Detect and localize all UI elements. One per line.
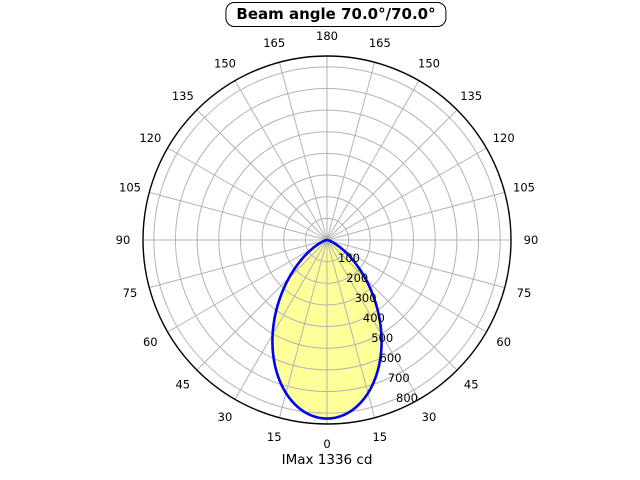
angle-tick-label: 105	[119, 180, 141, 194]
grid-spoke	[326, 239, 458, 371]
angle-tick-label: 90	[524, 233, 539, 247]
grid-spoke	[326, 80, 420, 241]
grid-spoke	[149, 191, 328, 241]
angle-tick-label: 60	[143, 335, 158, 349]
angle-tick-label: 135	[172, 89, 194, 103]
angle-tick-label: 60	[496, 335, 511, 349]
grid-spoke	[326, 109, 458, 241]
angle-tick-label: 75	[517, 286, 532, 300]
grid-spoke	[326, 239, 487, 333]
grid-spoke	[167, 239, 328, 333]
polar-grid	[143, 56, 511, 424]
angle-tick-label: 45	[175, 377, 190, 391]
angle-tick-label: 45	[464, 377, 479, 391]
grid-spoke	[196, 109, 328, 241]
angle-tick-label: 30	[422, 410, 437, 424]
radial-tick-label: 600	[380, 351, 402, 365]
grid-spoke	[149, 239, 328, 289]
grid-spoke	[326, 191, 505, 241]
angle-tick-label: 120	[139, 131, 161, 145]
radial-tick-label: 700	[388, 371, 410, 385]
angle-tick-labels: 0 15 15 30 30 45 45 60 60 75 75 90 90 105 105 120 120 135…	[116, 29, 539, 451]
angle-tick-label: 180	[316, 29, 338, 43]
angle-tick-label: 75	[123, 286, 138, 300]
grid-spoke	[278, 239, 328, 418]
angle-tick-label: 30	[218, 410, 233, 424]
grid-spoke	[326, 239, 376, 418]
angle-tick-label: 150	[214, 56, 236, 70]
radial-tick-label: 500	[371, 331, 393, 345]
grid-spoke	[234, 239, 328, 400]
grid-spoke	[326, 62, 376, 241]
outer-circle	[142, 55, 512, 425]
angle-tick-label: 0	[323, 437, 330, 451]
radial-tick-label: 200	[346, 271, 368, 285]
imax-label: IMax 1336 cd	[281, 452, 373, 468]
angle-tick-label: 135	[460, 89, 482, 103]
beam-lobe-outline	[271, 238, 383, 420]
angle-tick-label: 105	[513, 180, 535, 194]
grid-spoke	[278, 62, 328, 241]
angle-tick-label: 165	[369, 36, 391, 50]
grid-spoke	[326, 147, 487, 241]
radial-tick-label: 100	[338, 251, 360, 265]
grid-spoke	[326, 239, 420, 400]
radial-tick-label: 300	[355, 291, 377, 305]
angle-tick-label: 15	[372, 430, 387, 444]
radial-tick-labels: 100 200 300 400 500 600 700 800	[338, 251, 418, 405]
angle-tick-label: 90	[116, 233, 131, 247]
angle-tick-label: 150	[418, 56, 440, 70]
angle-tick-label: 165	[263, 36, 285, 50]
grid-spoke	[167, 147, 328, 241]
chart-title: Beam angle 70.0°/70.0°	[225, 2, 447, 27]
angle-tick-label: 120	[493, 131, 515, 145]
grid-spoke	[326, 239, 505, 289]
angle-tick-label: 15	[267, 430, 282, 444]
radial-tick-label: 800	[396, 391, 418, 405]
grid-spoke	[196, 239, 328, 371]
radial-tick-label: 400	[363, 311, 385, 325]
grid-spoke	[234, 80, 328, 241]
